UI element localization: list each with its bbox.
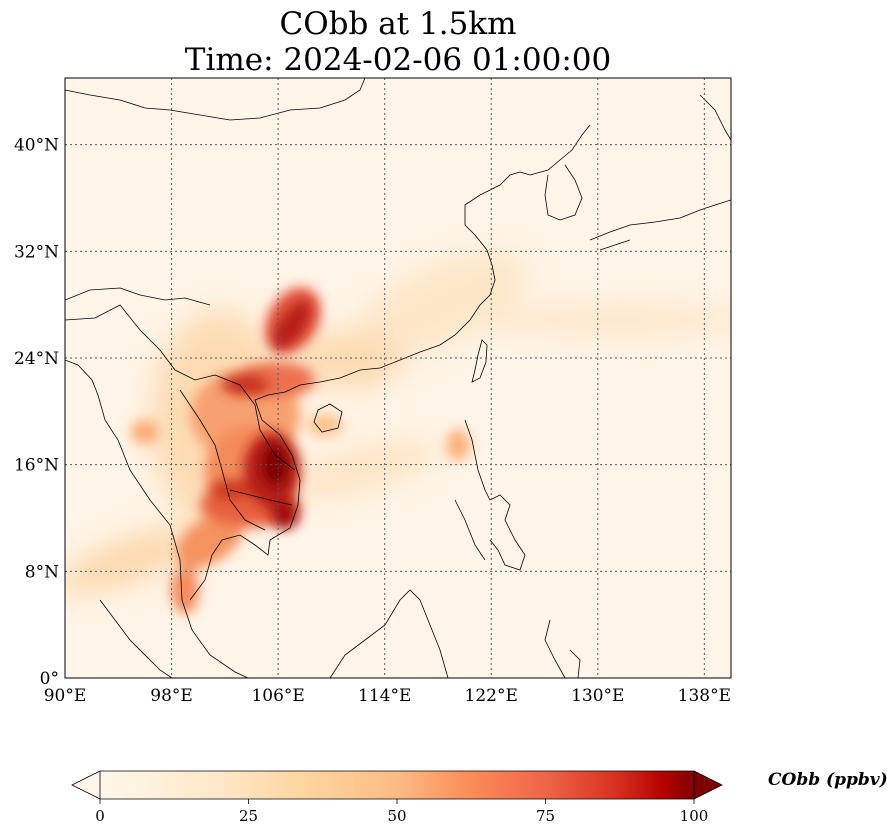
map-subtitle-time: Time: 2024-02-06 01:00:00: [184, 42, 612, 78]
lon-tick-label: 130°E: [571, 686, 624, 706]
colorbar-tick-label: 75: [536, 807, 555, 825]
colorbar-tick-label: 100: [680, 807, 709, 825]
gridlines: [65, 78, 731, 678]
longitude-tick-labels: 90°E 98°E 106°E 114°E 122°E 130°E 138°E: [44, 686, 731, 706]
cobb-field: [65, 78, 731, 678]
lat-tick-label: 24°N: [14, 349, 59, 369]
map-title: CObb at 1.5km: [279, 6, 517, 42]
colorbar-tick-label: 0: [95, 807, 105, 825]
lat-tick-label: 40°N: [14, 136, 59, 156]
colorbar-gradient: [100, 771, 694, 799]
colorbar-extend-high: [693, 770, 723, 800]
lon-tick-label: 90°E: [44, 686, 87, 706]
lat-tick-label: 8°N: [25, 562, 59, 582]
colorbar-label: CObb (ppbv): [768, 770, 887, 790]
lat-tick-label: 32°N: [14, 242, 59, 262]
lat-tick-label: 0°: [40, 669, 59, 689]
latitude-tick-labels: 0° 8°N 16°N 24°N 32°N 40°N: [14, 136, 59, 689]
lat-tick-label: 16°N: [14, 456, 59, 476]
coastlines: [65, 78, 731, 678]
lon-tick-label: 106°E: [251, 686, 304, 706]
colorbar-tick-label: 50: [387, 807, 406, 825]
lon-tick-label: 114°E: [358, 686, 411, 706]
colorbar-extend-low: [71, 770, 101, 800]
lon-tick-label: 122°E: [465, 686, 518, 706]
colorbar: 0 25 50 75 100: [71, 770, 723, 825]
colorbar-tick-label: 25: [239, 807, 258, 825]
lon-tick-label: 138°E: [678, 686, 731, 706]
colorbar-ticks: 0 25 50 75 100: [95, 799, 708, 825]
plot-frame: [64, 77, 732, 679]
lon-tick-label: 98°E: [150, 686, 193, 706]
